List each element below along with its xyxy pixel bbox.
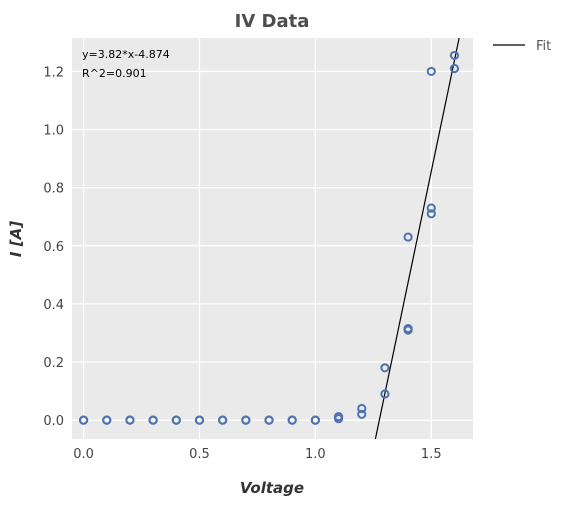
data-point xyxy=(403,323,413,334)
legend: Fit xyxy=(493,39,551,54)
x-tick-label: 0.0 xyxy=(73,447,94,462)
data-point xyxy=(241,415,251,425)
x-tick-label: 1.0 xyxy=(305,447,326,462)
fit-line xyxy=(374,37,460,440)
data-point xyxy=(380,389,390,399)
data-point xyxy=(426,209,436,219)
y-tick-label: 0.8 xyxy=(43,182,64,197)
data-point xyxy=(449,50,460,61)
data-point xyxy=(194,415,205,425)
legend-fit-label: Fit xyxy=(536,39,551,54)
y-tick-label: 0.0 xyxy=(43,414,64,429)
y-tick-labels: 0.0 0.2 0.4 0.6 0.8 1.0 1.2 xyxy=(43,65,64,429)
data-point xyxy=(287,415,297,425)
data-point xyxy=(102,415,112,425)
data-point xyxy=(264,415,274,425)
chart-title: IV Data xyxy=(235,11,310,32)
y-tick-label: 1.2 xyxy=(43,65,64,80)
r-squared-annotation: R^2=0.901 xyxy=(82,67,147,80)
data-point xyxy=(310,415,320,425)
x-tick-label: 1.5 xyxy=(421,447,442,462)
y-tick-label: 0.2 xyxy=(43,356,64,371)
data-point xyxy=(380,363,390,373)
data-point xyxy=(333,412,344,422)
x-tick-labels: 0.0 0.5 1.0 1.5 xyxy=(73,447,441,462)
plot-background xyxy=(72,38,473,439)
y-tick-label: 0.6 xyxy=(43,240,64,255)
data-point xyxy=(403,232,413,242)
data-point xyxy=(426,66,436,77)
y-axis-label: I [A] xyxy=(7,221,25,257)
fit-line-layer xyxy=(374,37,460,440)
equation-annotation: y=3.82*x-4.874 xyxy=(82,48,170,61)
data-point xyxy=(171,415,181,425)
data-point xyxy=(125,415,135,425)
data-point xyxy=(78,415,89,425)
data-point xyxy=(357,409,367,419)
x-tick-label: 0.5 xyxy=(189,447,210,462)
data-point xyxy=(148,415,158,425)
data-point xyxy=(449,63,460,74)
y-tick-label: 1.0 xyxy=(43,124,64,139)
y-tick-label: 0.4 xyxy=(43,298,64,313)
data-point xyxy=(426,203,436,213)
data-point xyxy=(218,415,228,425)
data-points xyxy=(78,50,460,425)
data-point xyxy=(357,403,367,414)
x-axis-label: Voltage xyxy=(240,479,304,497)
